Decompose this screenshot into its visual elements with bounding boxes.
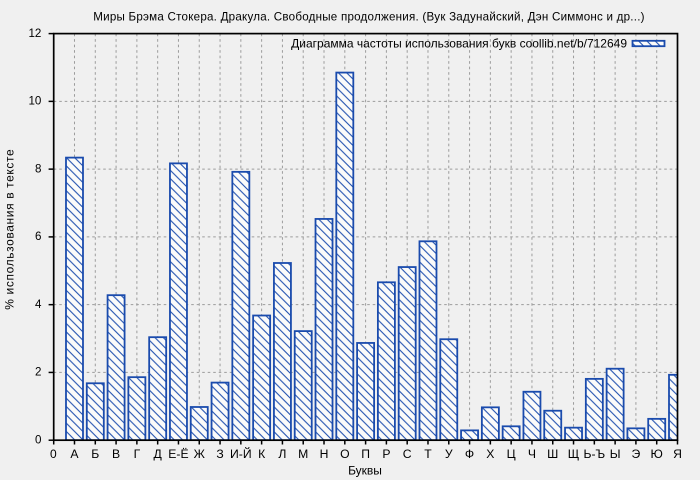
svg-text:Т: Т	[424, 447, 432, 461]
svg-text:Ь-Ъ: Ь-Ъ	[583, 447, 605, 461]
svg-text:2: 2	[35, 366, 41, 379]
svg-text:Д: Д	[154, 447, 163, 461]
svg-text:З: З	[216, 447, 223, 461]
svg-text:Х: Х	[486, 447, 494, 461]
svg-text:Ч: Ч	[528, 447, 536, 461]
svg-text:0: 0	[35, 433, 41, 446]
svg-text:Н: Н	[320, 447, 329, 461]
svg-text:Г: Г	[134, 447, 141, 461]
svg-text:Ц: Ц	[507, 447, 516, 461]
svg-text:8: 8	[35, 162, 41, 175]
svg-text:М: М	[298, 447, 308, 461]
svg-text:Ш: Ш	[547, 447, 558, 461]
svg-text:Щ: Щ	[568, 447, 579, 461]
svg-text:Е-Ё: Е-Ё	[168, 447, 188, 461]
svg-text:Ы: Ы	[610, 447, 621, 461]
svg-text:С: С	[403, 447, 412, 461]
svg-text:Ю: Ю	[651, 447, 663, 461]
svg-text:Диаграмма частоты использовани: Диаграмма частоты использования букв coo…	[291, 37, 627, 51]
svg-text:Ж: Ж	[194, 447, 206, 461]
svg-text:0: 0	[50, 447, 57, 461]
svg-text:Я: Я	[673, 447, 682, 461]
svg-text:6: 6	[35, 230, 41, 243]
svg-text:% использования в тексте: % использования в тексте	[3, 149, 17, 310]
svg-text:12: 12	[28, 27, 41, 40]
svg-text:У: У	[445, 447, 453, 461]
svg-text:Б: Б	[91, 447, 99, 461]
svg-text:И-Й: И-Й	[230, 446, 252, 461]
svg-text:П: П	[361, 447, 370, 461]
svg-text:Р: Р	[382, 447, 390, 461]
svg-text:4: 4	[35, 298, 42, 311]
svg-text:Л: Л	[278, 447, 286, 461]
svg-text:10: 10	[28, 95, 41, 108]
svg-text:Э: Э	[632, 447, 641, 461]
svg-text:Ф: Ф	[465, 447, 474, 461]
svg-text:Буквы: Буквы	[348, 463, 382, 477]
svg-text:В: В	[112, 447, 120, 461]
svg-text:А: А	[70, 447, 79, 461]
svg-text:К: К	[258, 447, 266, 461]
svg-text:О: О	[340, 447, 349, 461]
svg-text:Миры Брэма Стокера. Дракула. С: Миры Брэма Стокера. Дракула. Свободные п…	[93, 11, 645, 24]
